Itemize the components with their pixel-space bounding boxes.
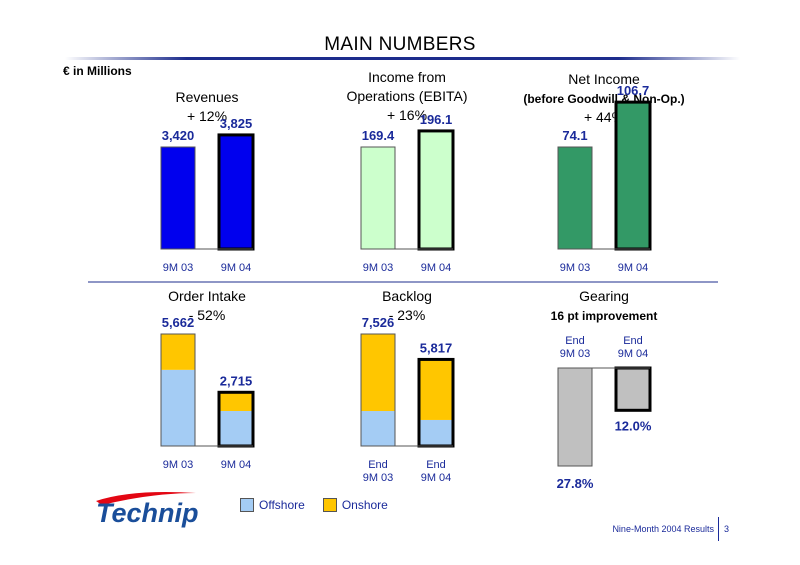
bar — [360, 146, 396, 250]
slide-title: MAIN NUMBERS — [324, 34, 476, 55]
logo-wordmark: Technip — [96, 498, 199, 528]
chart-title-line: Order Intake — [168, 288, 246, 304]
legend-item-offshore: Offshore — [240, 498, 305, 512]
chart-title-line: Net Income — [568, 71, 640, 87]
technip-logo: Technip — [92, 489, 212, 534]
stacked-bar-segment — [219, 410, 253, 446]
bar-value-label: 169.4 — [362, 128, 395, 143]
tick-label: 9M 04 — [421, 262, 452, 274]
tick-label: End 9M 03 — [560, 335, 591, 360]
stacked-bar-segment — [361, 334, 395, 412]
chart-title-line: Income from — [368, 69, 446, 85]
chart-title-line: + 44% — [584, 109, 624, 125]
title-rule — [65, 57, 740, 60]
footer-separator — [718, 517, 719, 541]
bar-value-label: 106.7 — [617, 83, 650, 98]
bar — [557, 146, 593, 250]
stacked-bar-segment — [161, 334, 195, 370]
bar — [417, 129, 455, 251]
bar-value-label: 196.1 — [420, 112, 453, 127]
legend-swatch-onshore — [322, 498, 337, 512]
bar — [614, 100, 652, 251]
stacked-bar-segment — [419, 359, 453, 420]
bar-value-label: 7,526 — [362, 315, 395, 330]
tick-label: 9M 03 — [163, 459, 194, 471]
stacked-bar-segment — [361, 411, 395, 446]
legend-label-offshore: Offshore — [259, 498, 305, 512]
bar-value-label: 12.0% — [615, 418, 652, 433]
chart-title-line: Revenues — [175, 89, 238, 105]
legend: Offshore Onshore — [240, 498, 406, 512]
bar-value-label: 3,825 — [220, 116, 253, 131]
legend-item-onshore: Onshore — [322, 498, 388, 512]
bar — [160, 146, 196, 250]
bar-value-label: 27.8% — [557, 476, 594, 491]
tick-label: 9M 04 — [618, 262, 649, 274]
stacked-bar-segment — [219, 392, 253, 411]
chart-title-line: - 23% — [389, 307, 426, 323]
tick-label: 9M 03 — [363, 262, 394, 274]
bar-value-label: 5,662 — [162, 315, 195, 330]
bar-value-label: 3,420 — [162, 128, 195, 143]
tick-label: End 9M 03 — [363, 459, 394, 484]
page-number: 3 — [724, 524, 730, 534]
tick-label: 9M 04 — [221, 262, 252, 274]
tick-label: End 9M 04 — [421, 459, 452, 484]
chart-title-line: (before Goodwill & Non-Op.) — [523, 92, 684, 106]
bar-value-label: 5,817 — [420, 340, 453, 355]
chart-title-line: + 12% — [187, 108, 227, 124]
legend-label-onshore: Onshore — [341, 498, 388, 512]
bar-value-label: 2,715 — [220, 373, 253, 388]
chart-title-line: Backlog — [382, 288, 432, 304]
chart-title-line: Operations (EBITA) — [346, 88, 467, 104]
bar — [557, 367, 593, 467]
tick-label: 9M 04 — [221, 459, 252, 471]
stacked-bar-segment — [161, 369, 195, 446]
tick-label: 9M 03 — [560, 262, 591, 274]
bar-value-label: 74.1 — [562, 128, 587, 143]
units-label: € in Millions — [63, 64, 132, 78]
stacked-bar-segment — [419, 419, 453, 446]
chart-title-line: - 52% — [189, 307, 226, 323]
bar — [614, 366, 652, 412]
tick-label: 9M 03 — [163, 262, 194, 274]
legend-swatch-offshore — [240, 498, 254, 512]
chart-title-line: 16 pt improvement — [551, 309, 658, 323]
chart-title-line: Gearing — [579, 288, 629, 304]
tick-label: End 9M 04 — [618, 335, 649, 360]
bar — [217, 133, 255, 251]
chart-title-line: + 16% — [387, 107, 427, 123]
footer-note: Nine-Month 2004 Results — [612, 524, 714, 534]
